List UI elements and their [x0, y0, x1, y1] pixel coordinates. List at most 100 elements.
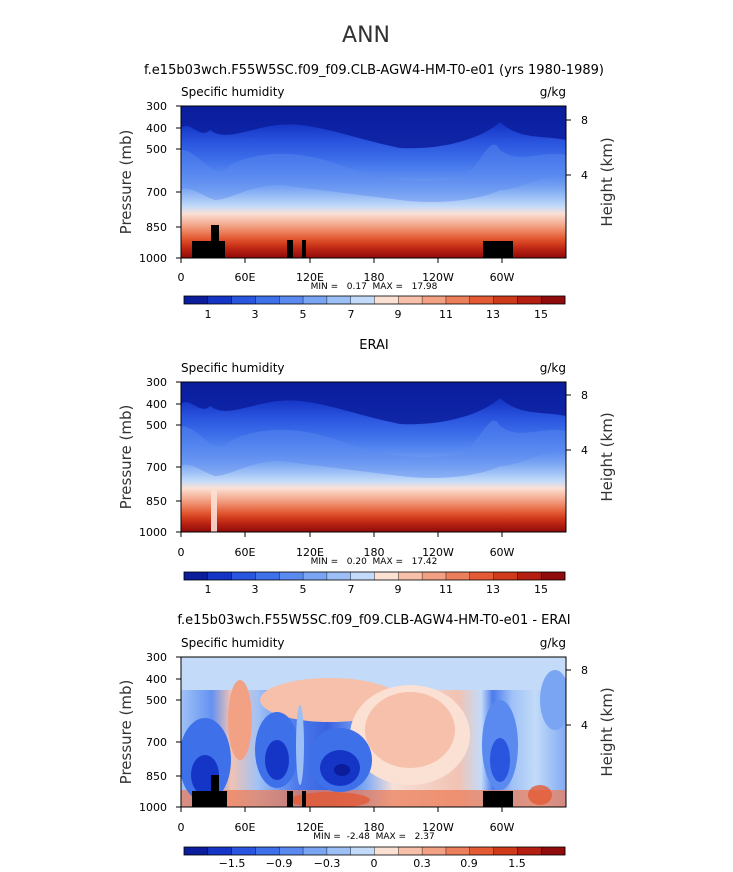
panel-3: f.e15b03wch.F55W5SC.f09_f09.CLB-AGW4-HM-… — [117, 613, 616, 870]
colorbar-swatch — [350, 296, 375, 304]
panel-1-x-ticks: 0 60E 120E 180 120W 60W — [178, 271, 515, 284]
colorbar-swatch — [374, 296, 399, 304]
panel-2-y-ticks: 300 400 500 700 850 1000 — [139, 376, 167, 539]
colorbar-swatch — [231, 296, 256, 304]
colorbar-swatch — [422, 847, 447, 855]
panel-3-topography — [192, 791, 227, 807]
panel-2-variable: Specific humidity — [181, 361, 285, 375]
colorbar-swatch — [445, 847, 471, 855]
panel-2-title: ERAI — [359, 338, 388, 353]
panel-1-y2tick-8: 8 — [581, 114, 588, 127]
panel-1-ylabel: Pressure (mb) — [117, 130, 135, 235]
panel-3-cb-label: −0.9 — [266, 857, 293, 870]
panel-3-units: g/kg — [540, 636, 566, 650]
colorbar-swatch — [279, 296, 304, 304]
colorbar-swatch — [255, 847, 280, 855]
colorbar-swatch — [279, 847, 304, 855]
panel-3-colorbar — [183, 846, 566, 856]
panel-2-cb-label: 13 — [486, 583, 500, 596]
panel-1-topography — [192, 241, 225, 258]
panel-3-field — [181, 657, 566, 807]
panel-3-ytick-300: 300 — [146, 651, 167, 664]
panel-1-variable: Specific humidity — [181, 85, 285, 99]
panel-2-colorbar-labels: 1 3 5 7 9 11 13 15 — [205, 583, 549, 596]
colorbar-swatch — [303, 296, 328, 304]
panel-2-units: g/kg — [540, 361, 566, 375]
panel-3-cb-label: 1.5 — [508, 857, 526, 870]
panel-1-cb-label: 7 — [348, 308, 355, 321]
panel-1-xtick-60W: 60W — [490, 271, 515, 284]
panel-3-x-ticks: 0 60E 120E 180 120W 60W — [178, 821, 515, 834]
panel-2-xtick-60W: 60W — [490, 546, 515, 559]
colorbar-swatch — [398, 572, 423, 580]
panel-3-ylabel: Pressure (mb) — [117, 680, 135, 785]
panel-3-cb-label: −1.5 — [219, 857, 246, 870]
panel-3-y2label: Height (km) — [598, 687, 616, 776]
panel-1-cb-label: 3 — [252, 308, 259, 321]
colorbar-swatch — [207, 847, 232, 855]
panel-3-variable: Specific humidity — [181, 636, 285, 650]
colorbar-swatch — [326, 296, 351, 304]
panel-3-xtick-0: 0 — [178, 821, 185, 834]
panel-2-stats: MIN = 0.20 MAX = 17.42 — [311, 557, 438, 567]
panel-3-y2tick-4: 4 — [581, 719, 588, 732]
colorbar-swatch — [493, 847, 518, 855]
panel-2-field — [181, 382, 566, 532]
colorbar-swatch — [374, 572, 399, 580]
panel-1-cb-label: 15 — [534, 308, 548, 321]
panel-1-xtick-120E: 120E — [296, 271, 324, 284]
colorbar-swatch — [469, 572, 494, 580]
colorbar-swatch — [422, 572, 447, 580]
colorbar-swatch — [517, 847, 542, 855]
panel-1-cb-label: 5 — [300, 308, 307, 321]
panel-1-ytick-500: 500 — [146, 143, 167, 156]
panel-2-cb-label: 5 — [300, 583, 307, 596]
colorbar-swatch — [326, 572, 351, 580]
colorbar-swatch — [207, 296, 232, 304]
panel-1-xtick-0: 0 — [178, 271, 185, 284]
panel-1-xtick-60E: 60E — [235, 271, 256, 284]
colorbar-swatch — [398, 296, 423, 304]
panel-2-ytick-1000: 1000 — [139, 526, 167, 539]
panel-3-ytick-850: 850 — [146, 770, 167, 783]
colorbar-swatch — [493, 296, 518, 304]
colorbar-swatch — [231, 847, 256, 855]
colorbar-swatch — [326, 847, 351, 855]
panel-1: f.e15b03wch.F55W5SC.f09_f09.CLB-AGW4-HM-… — [117, 63, 616, 321]
colorbar-swatch — [184, 847, 209, 855]
panel-1-stats: MIN = 0.17 MAX = 17.98 — [311, 282, 438, 292]
panel-1-colorbar-labels: 1 3 5 7 9 11 13 15 — [205, 308, 549, 321]
panel-1-ytick-850: 850 — [146, 221, 167, 234]
panel-3-y2-ticks: 8 4 — [581, 664, 588, 732]
panel-2-xtick-0: 0 — [178, 546, 185, 559]
colorbar-swatch — [493, 572, 518, 580]
colorbar-swatch — [207, 572, 232, 580]
panel-2-cb-label: 1 — [205, 583, 212, 596]
panel-2-cb-label: 3 — [252, 583, 259, 596]
colorbar-swatch — [422, 296, 447, 304]
colorbar-swatch — [541, 847, 566, 855]
panel-3-xtick-180: 180 — [364, 821, 385, 834]
panel-1-units: g/kg — [540, 85, 566, 99]
colorbar-swatch — [303, 572, 328, 580]
panel-3-ytick-700: 700 — [146, 736, 167, 749]
panel-2-ytick-500: 500 — [146, 419, 167, 432]
colorbar-swatch — [231, 572, 256, 580]
colorbar-swatch — [303, 847, 328, 855]
panel-1-y2tick-4: 4 — [581, 169, 588, 182]
colorbar-swatch — [445, 572, 471, 580]
panel-2-cb-label: 7 — [348, 583, 355, 596]
colorbar-swatch — [350, 847, 375, 855]
panel-2-xtick-120E: 120E — [296, 546, 324, 559]
panel-3-cb-label: −0.3 — [314, 857, 341, 870]
colorbar-swatch — [517, 572, 542, 580]
panel-2-y2label: Height (km) — [598, 412, 616, 501]
panel-2-y2tick-8: 8 — [581, 389, 588, 402]
panel-3-y2tick-8: 8 — [581, 664, 588, 677]
panel-1-cb-label: 11 — [439, 308, 453, 321]
colorbar-swatch — [469, 847, 494, 855]
colorbar-swatch — [374, 847, 399, 855]
panel-1-cb-label: 9 — [395, 308, 402, 321]
panel-3-xtick-60W: 60W — [490, 821, 515, 834]
